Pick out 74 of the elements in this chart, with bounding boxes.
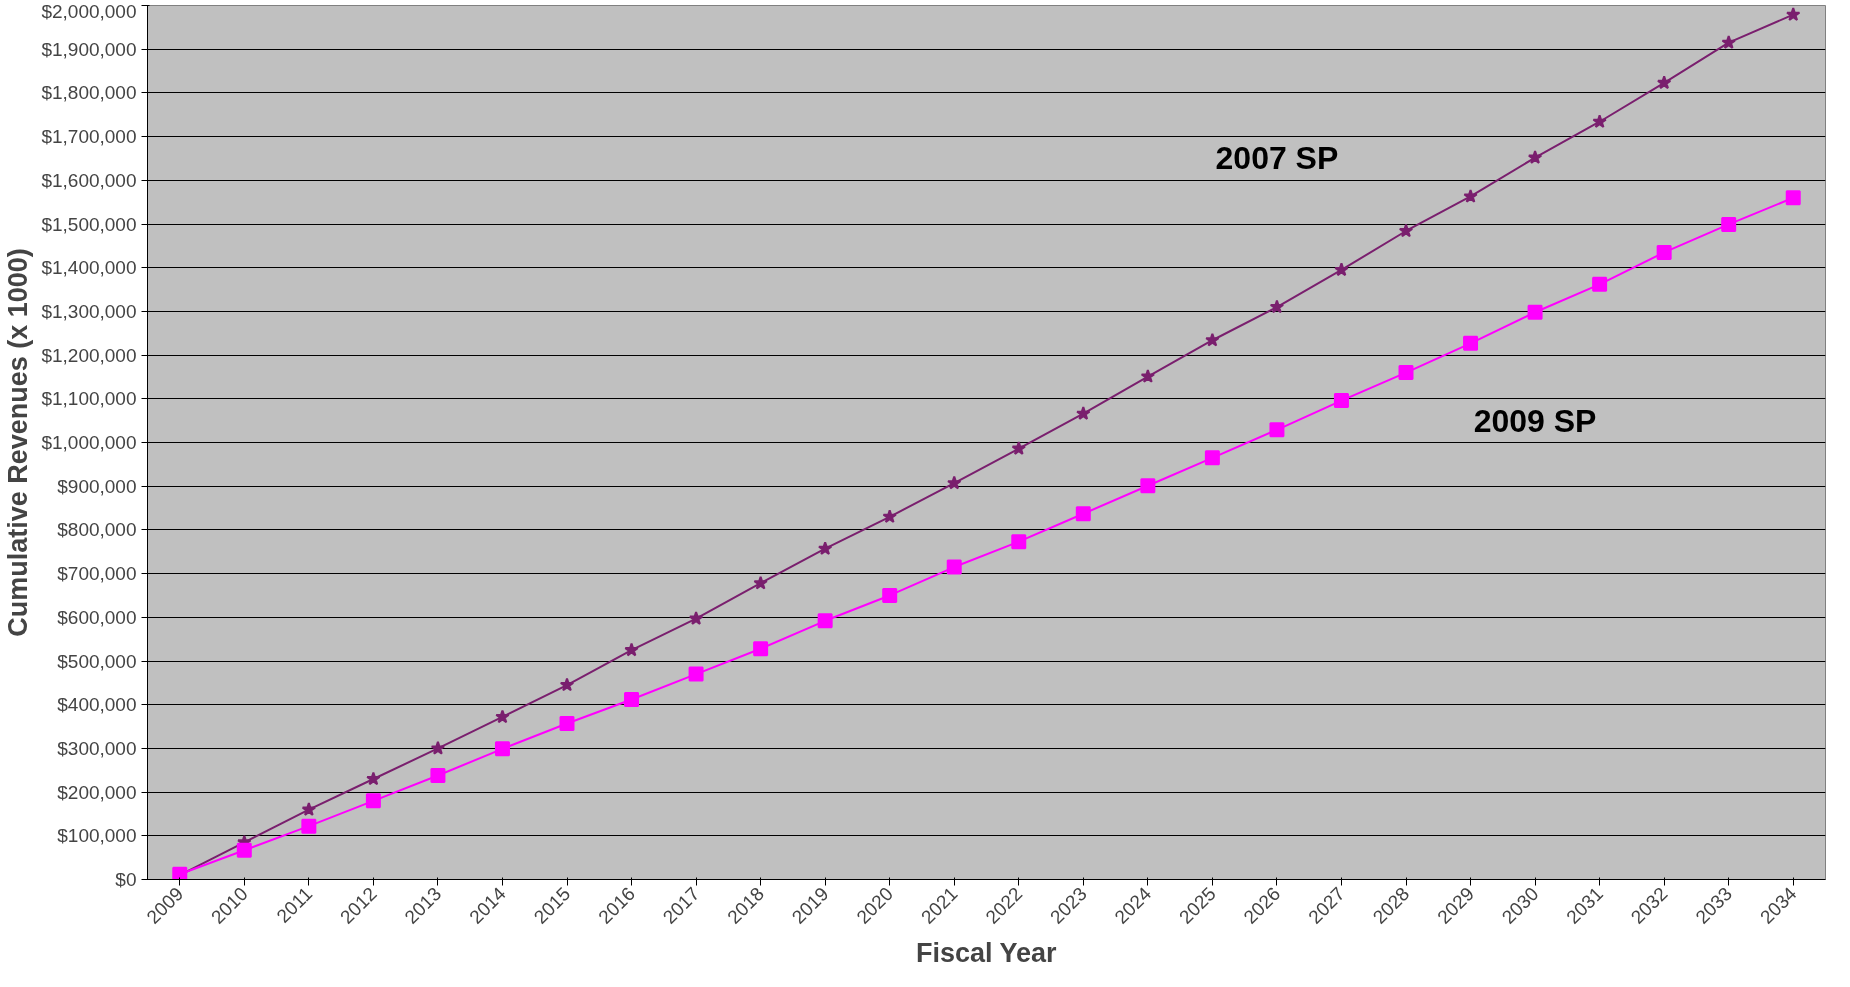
point xyxy=(1140,478,1156,494)
point xyxy=(1205,332,1220,347)
point xyxy=(301,818,317,834)
point xyxy=(1011,534,1027,550)
point xyxy=(1333,393,1349,409)
point xyxy=(1463,188,1478,203)
y-tick-label: $1,300,000 xyxy=(41,300,137,322)
point xyxy=(624,642,639,657)
point xyxy=(1527,150,1543,164)
y-tick-label: $1,400,000 xyxy=(41,257,137,279)
point xyxy=(946,559,962,575)
y-tick-label: $900,000 xyxy=(57,475,137,497)
point xyxy=(947,475,962,490)
point xyxy=(236,842,252,858)
point xyxy=(430,767,446,783)
point xyxy=(624,691,640,707)
point xyxy=(1076,406,1091,420)
point xyxy=(365,793,381,809)
point xyxy=(688,666,704,682)
point xyxy=(1075,506,1091,522)
point xyxy=(366,771,381,786)
point xyxy=(817,613,833,629)
y-tick-label: $700,000 xyxy=(57,563,137,585)
point xyxy=(1011,441,1026,455)
point xyxy=(1721,216,1737,232)
point xyxy=(430,740,446,755)
point xyxy=(1398,365,1414,381)
y-tick-label: $1,800,000 xyxy=(41,82,137,104)
text: 2007 SP xyxy=(1215,140,1339,177)
point xyxy=(559,715,575,731)
point xyxy=(559,677,575,692)
point xyxy=(1204,450,1220,466)
point xyxy=(1656,244,1672,260)
y-tick-label: $600,000 xyxy=(57,606,137,628)
y-tick-label: $1,000,000 xyxy=(41,432,137,453)
point xyxy=(753,641,769,657)
y-tick-label: $400,000 xyxy=(57,694,137,716)
y-tick-label: $1,200,000 xyxy=(41,344,137,366)
point xyxy=(1656,75,1672,90)
point xyxy=(817,541,833,555)
y-tick-label: $2,000,000 xyxy=(41,0,137,22)
point xyxy=(1463,335,1479,351)
point xyxy=(688,611,704,625)
y-tick-label: $1,600,000 xyxy=(41,169,137,191)
point xyxy=(495,709,510,724)
y-tick-label: $1,500,000 xyxy=(41,213,137,235)
point xyxy=(882,509,897,524)
point xyxy=(882,587,898,603)
y-tick-label: $0 xyxy=(115,869,137,890)
point xyxy=(301,802,317,816)
point xyxy=(1527,304,1543,320)
point xyxy=(1269,299,1285,314)
y-tick-label: $800,000 xyxy=(57,519,137,541)
point xyxy=(1785,190,1801,206)
y-tick-label: $1,900,000 xyxy=(41,38,137,60)
point xyxy=(753,575,768,590)
point xyxy=(1721,35,1736,49)
x-axis-title: Fiscal Year xyxy=(915,937,1058,968)
series-label: 2009 SP xyxy=(1473,402,1597,439)
point xyxy=(1334,262,1349,277)
y-tick-label: $300,000 xyxy=(57,737,137,759)
y-tick-label: $200,000 xyxy=(57,781,137,803)
y-tick-label: $1,100,000 xyxy=(41,388,137,410)
point xyxy=(1592,276,1608,292)
point xyxy=(1140,369,1156,383)
point xyxy=(494,741,510,757)
y-tick-label: $1,700,000 xyxy=(41,126,137,148)
point xyxy=(1269,422,1285,438)
point xyxy=(1398,223,1414,238)
y-tick-label: $500,000 xyxy=(57,650,137,672)
point xyxy=(1786,7,1801,21)
point xyxy=(1592,114,1607,128)
y-axis-title: Cumulative Revenues (x 1000) xyxy=(3,248,34,637)
y-tick-label: $100,000 xyxy=(57,825,137,847)
